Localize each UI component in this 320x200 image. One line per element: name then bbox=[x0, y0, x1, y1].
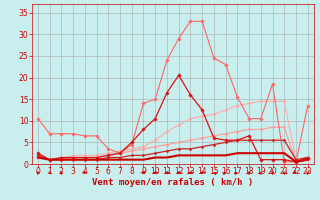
X-axis label: Vent moyen/en rafales ( km/h ): Vent moyen/en rafales ( km/h ) bbox=[92, 178, 253, 187]
